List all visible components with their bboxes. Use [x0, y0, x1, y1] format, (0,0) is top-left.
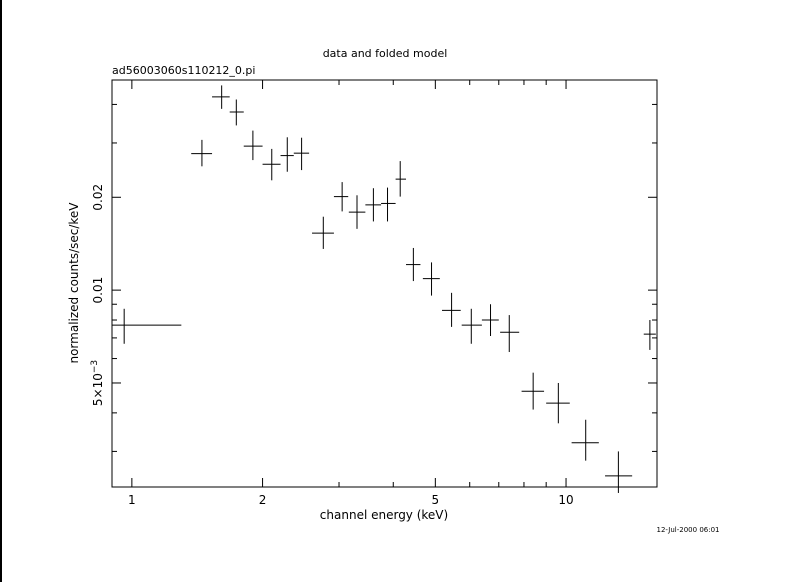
y-tick-label-0: 5×10−3 — [90, 360, 105, 406]
y-axis-ticks: 5×10−3 0.01 0.02 — [90, 103, 657, 452]
data-point-18 — [481, 304, 499, 337]
data-point-8 — [312, 216, 334, 249]
x-tick-label-3: 10 — [558, 493, 573, 507]
y-tick-exponent: −3 — [90, 360, 100, 373]
x-tick-label-0: 1 — [128, 493, 136, 507]
data-point-10 — [348, 195, 366, 229]
data-point-1 — [191, 139, 213, 167]
data-point-14 — [406, 247, 421, 282]
plot-frame — [111, 79, 658, 488]
data-point-4 — [243, 130, 263, 161]
y-tick-label-2: 0.02 — [91, 184, 105, 211]
data-point-0 — [112, 308, 182, 344]
plot-timestamp: 12-Jul-2000 06:01 — [656, 526, 719, 534]
data-point-6 — [280, 137, 294, 172]
y-axis-label: normalized counts/sec/keV — [67, 202, 81, 364]
data-point-17 — [461, 308, 482, 344]
x-tick-label-1: 2 — [259, 493, 267, 507]
data-points — [112, 85, 656, 493]
data-point-22 — [571, 419, 599, 461]
data-point-3 — [229, 99, 244, 126]
x-axis-label: channel energy (keV) — [320, 508, 448, 522]
data-point-12 — [381, 187, 396, 222]
data-point-9 — [333, 182, 349, 212]
data-point-2 — [212, 85, 230, 109]
x-tick-label-2: 5 — [432, 493, 440, 507]
chart-title: data and folded model — [323, 47, 448, 60]
data-point-19 — [500, 315, 520, 353]
data-point-16 — [442, 292, 461, 327]
y-tick-label-1: 0.01 — [91, 277, 105, 304]
data-point-20 — [521, 372, 545, 410]
data-point-21 — [546, 382, 570, 424]
data-point-5 — [262, 148, 281, 181]
data-point-24 — [643, 320, 656, 350]
data-point-15 — [422, 262, 440, 296]
chart-subtitle: ad56003060s110212_0.pi — [112, 64, 255, 77]
window-left-border — [0, 0, 2, 582]
data-point-11 — [365, 188, 382, 222]
data-point-7 — [293, 137, 310, 171]
x-axis-ticks: 1 2 5 10 — [128, 80, 574, 507]
data-point-13 — [395, 161, 407, 197]
data-point-23 — [605, 451, 633, 493]
